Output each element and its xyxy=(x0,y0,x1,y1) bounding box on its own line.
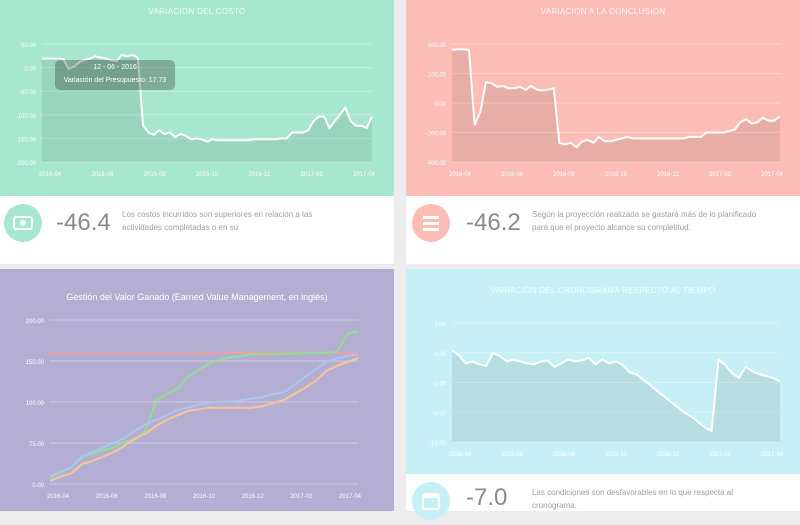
y-tick-label: -400.00 xyxy=(426,161,447,167)
schedule-variance-title: VARIACIÓN DEL CRONOGRAMA RESPECTO AL TIE… xyxy=(490,286,716,295)
x-tick-label: 2016-10 xyxy=(193,494,216,500)
y-tick-label: -200.00 xyxy=(16,161,37,167)
y-tick-label: 200.00 xyxy=(26,319,45,325)
calendar-icon xyxy=(412,482,450,520)
cost-variance-title: VARIACIÓN DEL COSTO xyxy=(148,7,246,16)
chart-tooltip: 12 - 06 - 2016 Variación del Presupuesto… xyxy=(55,60,175,90)
series-line xyxy=(451,48,781,149)
y-tick-label: -150.00 xyxy=(16,137,37,143)
x-tick-label: 2016-06 xyxy=(501,452,524,458)
x-tick-label: 2016-04 xyxy=(449,172,472,178)
tooltip-label: Variación del Presupuesto: 17.73 xyxy=(63,77,167,84)
x-tick-label: 2017-02 xyxy=(301,172,324,178)
x-tick-label: 2016-04 xyxy=(449,452,472,458)
x-tick-label: 2017-02 xyxy=(290,494,313,500)
cost-variance-desc-line2: actividades completadas o en su xyxy=(122,223,239,232)
schedule-variance-desc-line2: cronograma. xyxy=(532,501,577,510)
x-tick-label: 2017-04 xyxy=(353,172,376,178)
x-tick-label: 2017-02 xyxy=(709,452,732,458)
cost-variance-desc-line1: Los costos incurridos son superiores en … xyxy=(122,210,313,219)
y-tick-label: 200.00 xyxy=(428,73,447,79)
cost-variance-chart[interactable]: 50.000.00-50.00-100.00-150.00-200.002016… xyxy=(0,0,394,196)
y-tick-label: -200.00 xyxy=(426,132,447,138)
series-area xyxy=(452,49,780,163)
money-bill-icon xyxy=(4,204,42,242)
y-tick-label: -1.00 xyxy=(432,382,446,388)
conclusion-variance-title: VARIACIÓN A LA CONCLUSIÓN xyxy=(540,7,666,16)
x-tick-label: 2016-04 xyxy=(47,494,70,500)
conclusion-variance-desc-line1: Según la proyección realizada se gastará… xyxy=(532,210,757,219)
x-tick-label: 2016-12 xyxy=(248,172,271,178)
x-tick-label: 2016-08 xyxy=(553,172,576,178)
evm-panel: Gestión del Valor Ganado (Earned Value M… xyxy=(0,269,394,511)
y-tick-label: 75.00 xyxy=(29,442,45,448)
evm-title: Gestión del Valor Ganado (Earned Value M… xyxy=(66,292,328,302)
x-tick-label: 2016-04 xyxy=(39,172,62,178)
x-tick-label: 2017-04 xyxy=(761,452,784,458)
conclusion-variance-info: -46.2 Según la proyección realizada se g… xyxy=(406,196,800,264)
series-area xyxy=(452,350,780,442)
y-tick-label: -5.00 xyxy=(432,411,446,417)
conclusion-variance-value: -46.2 xyxy=(466,209,521,236)
x-tick-label: 2017-04 xyxy=(339,494,362,500)
series-line xyxy=(42,53,373,143)
y-tick-label: 400.00 xyxy=(428,43,447,49)
list-icon xyxy=(412,204,450,242)
series-line-1 xyxy=(49,330,359,479)
x-tick-label: 2016-10 xyxy=(605,452,628,458)
y-tick-label: 0.00 xyxy=(32,483,44,489)
x-tick-label: 2016-08 xyxy=(144,494,167,500)
series-line-2 xyxy=(49,353,359,478)
x-tick-label: 2016-12 xyxy=(657,172,680,178)
y-tick-label: 1.00 xyxy=(434,322,446,328)
x-tick-label: 2016-06 xyxy=(96,494,119,500)
schedule-variance-panel: VARIACIÓN DEL CRONOGRAMA RESPECTO AL TIE… xyxy=(406,269,800,474)
x-tick-label: 2017-02 xyxy=(709,172,732,178)
series-line xyxy=(451,349,781,433)
x-tick-label: 2016-12 xyxy=(242,494,265,500)
cost-variance-info: -46.4 Los costos incurridos son superior… xyxy=(0,196,394,264)
y-tick-label: -50.00 xyxy=(19,90,37,96)
y-tick-label: 0.00 xyxy=(24,67,36,73)
x-tick-label: 2017-04 xyxy=(761,172,784,178)
conclusion-variance-panel: VARIACIÓN A LA CONCLUSIÓN 400.00 200.00 0.… xyxy=(406,0,800,196)
y-tick-label: 0.00 xyxy=(434,352,446,358)
cost-variance-panel: VARIACIÓN DEL COSTO 50.00 0.00 -50.00 -100.… xyxy=(0,0,394,196)
conclusion-variance-desc-line2: para que el proyecto alcance su completi… xyxy=(532,223,691,232)
series-line-3 xyxy=(49,357,359,482)
x-tick-label: 2016-12 xyxy=(657,452,680,458)
x-tick-label: 2016-08 xyxy=(553,452,576,458)
series-area xyxy=(42,54,372,162)
x-tick-label: 2016-08 xyxy=(144,172,167,178)
y-tick-label: 150.00 xyxy=(26,360,45,366)
x-tick-label: 2016-10 xyxy=(605,172,628,178)
x-tick-label: 2016-06 xyxy=(501,172,524,178)
schedule-variance-desc-line1: Las condiciones son desfavorables en lo … xyxy=(532,488,734,497)
y-tick-label: -100.00 xyxy=(16,114,37,120)
x-tick-label: 2016-10 xyxy=(196,172,219,178)
y-tick-label: 100.00 xyxy=(26,401,45,407)
y-tick-label: 0.00 xyxy=(434,102,446,108)
schedule-variance-value: -7.0 xyxy=(466,484,508,511)
y-tick-label: 50.00 xyxy=(21,43,37,49)
tooltip-date: 12 - 06 - 2016 xyxy=(93,64,137,71)
y-tick-label: -10.00 xyxy=(429,441,447,447)
x-tick-label: 2016-06 xyxy=(91,172,114,178)
cost-variance-value: -46.4 xyxy=(56,209,111,236)
schedule-variance-info: -7.0 Las condiciones son desfavorables e… xyxy=(406,474,800,520)
